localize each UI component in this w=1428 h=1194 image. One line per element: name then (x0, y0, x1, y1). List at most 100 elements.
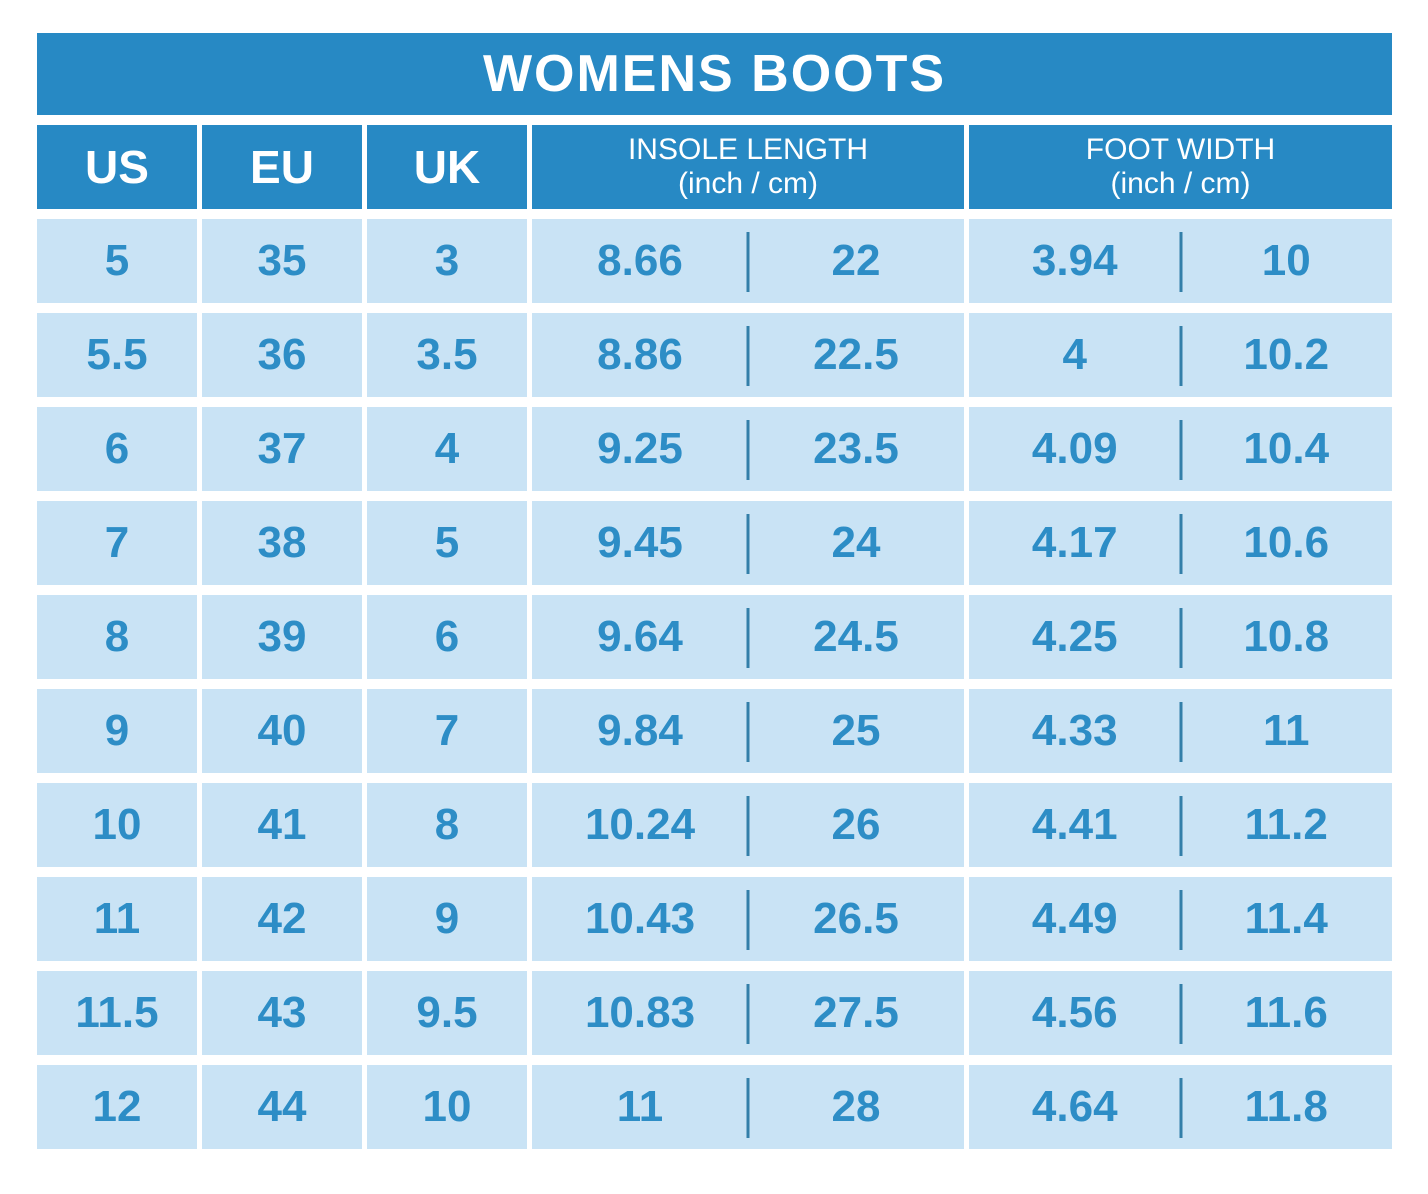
uk-size-cell: 9.5 (367, 971, 527, 1055)
eu-size-cell: 35 (202, 219, 362, 303)
cell-divider-line (746, 795, 750, 857)
cell-divider-line (1179, 983, 1182, 1045)
us-size-cell: 6 (37, 407, 197, 491)
eu-size-cell: 41 (202, 783, 362, 867)
foot-width-cell: 4.17 10.6 (969, 501, 1392, 585)
insole-inch-value: 10.83 (584, 988, 696, 1037)
foot-width-inch-value: 4.17 (1031, 518, 1118, 567)
insole-inch-value: 9.25 (597, 424, 683, 473)
womens-boots-size-table: WOMENS BOOTS US EU UK INSOLE LENGTH (inc… (37, 33, 1392, 1149)
column-header-foot-width: FOOT WIDTH (inch / cm) (969, 125, 1392, 209)
us-size-cell: 7 (37, 501, 197, 585)
cell-divider-line (746, 889, 750, 951)
cell-divider-line (1179, 513, 1182, 575)
foot-width-cell: 3.94 10 (969, 219, 1392, 303)
eu-size-cell: 43 (202, 971, 362, 1055)
insole-cm-value: 28 (831, 1082, 881, 1131)
insole-header-line2: (inch / cm) (677, 167, 818, 200)
foot-width-cell: 4.33 11 (969, 689, 1392, 773)
cell-divider-line (1179, 325, 1182, 387)
column-header-insole-length: INSOLE LENGTH (inch / cm) (532, 125, 964, 209)
foot-width-cm-value: 11.6 (1244, 988, 1328, 1037)
foot-width-cm-value: 10 (1261, 236, 1311, 285)
us-size-cell: 8 (37, 595, 197, 679)
insole-inch-value: 9.84 (597, 706, 683, 755)
insole-cm-value: 24 (831, 518, 881, 567)
foot-width-cm-value: 11.2 (1244, 800, 1328, 849)
insole-length-cell: 9.25 23.5 (532, 407, 964, 491)
insole-cm-value: 24.5 (813, 612, 899, 661)
us-size-cell: 9 (37, 689, 197, 773)
eu-size-cell: 38 (202, 501, 362, 585)
cell-divider-line (746, 513, 750, 575)
us-size-cell: 11 (37, 877, 197, 961)
uk-size-cell: 3 (367, 219, 527, 303)
uk-size-cell: 4 (367, 407, 527, 491)
foot-width-cm-value: 10.2 (1243, 330, 1330, 379)
cell-divider-line (1179, 607, 1182, 669)
insole-length-cell: 10.43 26.5 (532, 877, 964, 961)
us-size-cell: 12 (37, 1065, 197, 1149)
foot-width-cm-value: 11.8 (1244, 1082, 1328, 1131)
eu-size-cell: 44 (202, 1065, 362, 1149)
cell-divider-line (746, 419, 750, 481)
table-row: 11.5 43 9.5 10.83 27.5 4.56 11.6 (37, 971, 1392, 1055)
insole-inch-value: 8.66 (597, 236, 683, 285)
table-row: 12 44 10 11 28 4.64 11.8 (37, 1065, 1392, 1149)
cell-divider-line (1179, 419, 1182, 481)
foot-width-cm-value: 10.4 (1243, 424, 1330, 473)
uk-size-cell: 5 (367, 501, 527, 585)
us-size-cell: 5.5 (37, 313, 197, 397)
table-row: 6 37 4 9.25 23.5 4.09 10.4 (37, 407, 1392, 491)
insole-inch-value: 9.64 (597, 612, 683, 661)
table-row: 11 42 9 10.43 26.5 4.49 11.4 (37, 877, 1392, 961)
insole-cm-value: 22 (831, 236, 881, 285)
foot-width-cell: 4.41 11.2 (969, 783, 1392, 867)
foot-width-cell: 4 10.2 (969, 313, 1392, 397)
foot-width-inch-value: 4.33 (1031, 706, 1118, 755)
table-title: WOMENS BOOTS (37, 33, 1392, 115)
cell-divider-line (1179, 231, 1182, 293)
foot-width-cm-value: 11 (1262, 706, 1310, 755)
insole-length-cell: 10.83 27.5 (532, 971, 964, 1055)
insole-length-cell: 8.86 22.5 (532, 313, 964, 397)
insole-header-line1: INSOLE LENGTH (627, 132, 869, 166)
table-row: 9 40 7 9.84 25 4.33 11 (37, 689, 1392, 773)
cell-divider-line (746, 231, 750, 293)
eu-size-cell: 37 (202, 407, 362, 491)
insole-length-cell: 9.64 24.5 (532, 595, 964, 679)
foot-width-inch-value: 4 (1062, 330, 1087, 379)
foot-header-line1: FOOT WIDTH (1085, 132, 1276, 166)
eu-size-cell: 42 (202, 877, 362, 961)
foot-width-cm-value: 11.4 (1244, 894, 1328, 943)
insole-cm-value: 27.5 (813, 988, 899, 1037)
insole-inch-value: 10.43 (584, 894, 696, 943)
insole-inch-value: 10.24 (584, 800, 696, 849)
insole-inch-value: 9.45 (597, 518, 683, 567)
cell-divider-line (746, 983, 750, 1045)
uk-size-cell: 9 (367, 877, 527, 961)
foot-width-inch-value: 4.09 (1031, 424, 1118, 473)
uk-size-cell: 10 (367, 1065, 527, 1149)
cell-divider-line (746, 607, 750, 669)
foot-width-cell: 4.64 11.8 (969, 1065, 1392, 1149)
foot-width-cell: 4.09 10.4 (969, 407, 1392, 491)
table-row: 8 39 6 9.64 24.5 4.25 10.8 (37, 595, 1392, 679)
table-row: 7 38 5 9.45 24 4.17 10.6 (37, 501, 1392, 585)
cell-divider-line (1179, 701, 1182, 763)
cell-divider-line (1179, 795, 1182, 857)
uk-size-cell: 8 (367, 783, 527, 867)
us-size-cell: 11.5 (37, 971, 197, 1055)
foot-width-inch-value: 4.64 (1031, 1082, 1118, 1131)
foot-header-line2: (inch / cm) (1110, 167, 1251, 200)
cell-divider-line (1179, 1077, 1182, 1139)
uk-size-cell: 3.5 (367, 313, 527, 397)
insole-cm-value: 26.5 (813, 894, 899, 943)
eu-size-cell: 40 (202, 689, 362, 773)
column-header-us: US (37, 125, 197, 209)
eu-size-cell: 39 (202, 595, 362, 679)
table-row: 5.5 36 3.5 8.86 22.5 4 10.2 (37, 313, 1392, 397)
cell-divider-line (746, 1077, 750, 1139)
foot-width-cell: 4.56 11.6 (969, 971, 1392, 1055)
